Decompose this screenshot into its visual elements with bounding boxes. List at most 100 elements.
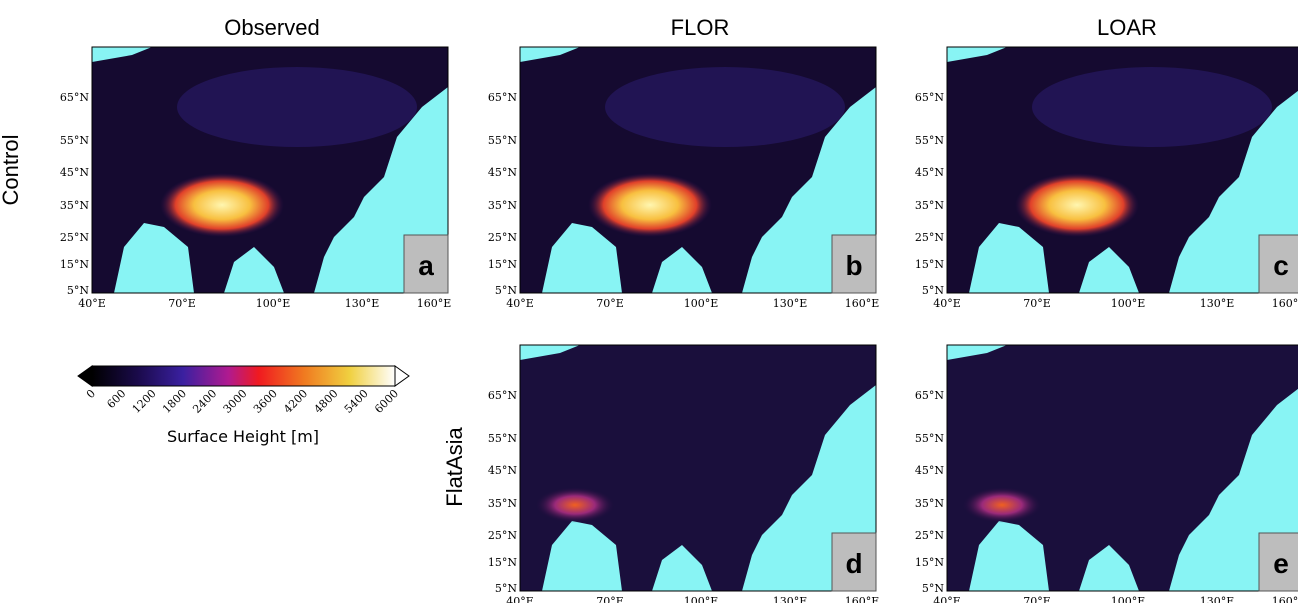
map — [520, 47, 876, 293]
label-box — [831, 234, 877, 294]
y-tick-label: 15°N — [60, 258, 89, 271]
y-tick-label: 25°N — [915, 529, 944, 542]
land — [947, 345, 1298, 591]
x-tick-label: 70°E — [1023, 595, 1051, 603]
x-tick-label: 70°E — [168, 297, 196, 310]
terrain — [962, 487, 1042, 523]
colorbar-tick-label: 1800 — [160, 387, 189, 416]
colorbar-tick-label: 0 — [84, 387, 98, 401]
x-tick-label: 40°E — [506, 595, 534, 603]
y-tick-label: 45°N — [60, 166, 89, 179]
y-tick-label: 25°N — [488, 231, 517, 244]
map — [92, 47, 448, 293]
y-tick-label: 35°N — [60, 199, 89, 212]
colorbar-tick-label: 3600 — [251, 387, 280, 416]
panel-label: e — [1273, 548, 1289, 579]
x-tick-label: 40°E — [506, 297, 534, 310]
y-tick-label: 45°N — [488, 464, 517, 477]
colorbar-tick-label: 600 — [104, 387, 128, 411]
colorbar-tick-label: 4800 — [312, 387, 341, 416]
y-tick-label: 35°N — [488, 199, 517, 212]
frame — [946, 46, 1298, 294]
terrain — [535, 487, 615, 523]
colorbar-label: Surface Height [m] — [167, 427, 319, 446]
x-tick-label: 100°E — [684, 595, 719, 603]
frame — [519, 46, 877, 294]
map-panel: b 65°N 55°N 45°N 35°N 25°N 15°N 5°N40°E 70°E 100°… — [488, 46, 880, 310]
panel-label: a — [418, 250, 434, 281]
terrain — [1032, 67, 1272, 147]
y-tick-label: 15°N — [488, 556, 517, 569]
y-tick-label: 35°N — [488, 497, 517, 510]
x-tick-label: 70°E — [1023, 297, 1051, 310]
map-panel: d 65°N 55°N 45°N 35°N 25°N 15°N 5°N40°E 70°E 100°… — [488, 344, 880, 603]
x-tick-label: 70°E — [596, 595, 624, 603]
x-tick-label: 160°E — [845, 297, 880, 310]
x-tick-label: 40°E — [933, 595, 961, 603]
x-tick-label: 70°E — [596, 297, 624, 310]
map — [947, 345, 1298, 591]
y-tick-label: 5°N — [495, 284, 517, 297]
y-tick-label: 55°N — [915, 134, 944, 147]
y-tick-label: 55°N — [488, 432, 517, 445]
label-box — [403, 234, 449, 294]
colorbar-tick-label: 5400 — [342, 387, 371, 416]
map-panel: c 65°N 55°N 45°N 35°N 25°N 15°N 5°N40°E 70°E 100°… — [915, 46, 1298, 310]
colorbar-extend — [77, 365, 93, 387]
terrain — [605, 67, 845, 147]
x-tick-label: 100°E — [684, 297, 719, 310]
y-tick-label: 35°N — [915, 199, 944, 212]
label-box — [831, 532, 877, 592]
frame — [946, 344, 1298, 592]
y-tick-label: 65°N — [915, 389, 944, 402]
panel-label: b — [845, 250, 862, 281]
y-tick-label: 45°N — [915, 166, 944, 179]
column-title: FLOR — [671, 15, 730, 40]
panel-label: d — [845, 548, 862, 579]
row-label: Control — [0, 135, 23, 206]
x-tick-label: 100°E — [256, 297, 291, 310]
x-tick-label: 160°E — [417, 297, 452, 310]
terrain — [177, 67, 417, 147]
terrain — [588, 173, 712, 237]
frame — [519, 344, 877, 592]
colorbar-tick-label: 1200 — [130, 387, 159, 416]
colorbar — [91, 365, 396, 387]
x-tick-label: 160°E — [1272, 595, 1298, 603]
y-tick-label: 25°N — [915, 231, 944, 244]
x-tick-label: 130°E — [345, 297, 380, 310]
map — [947, 47, 1298, 293]
x-tick-label: 160°E — [845, 595, 880, 603]
y-tick-label: 35°N — [915, 497, 944, 510]
y-tick-label: 55°N — [488, 134, 517, 147]
panel-label: c — [1273, 250, 1289, 281]
column-title: LOAR — [1097, 15, 1157, 40]
frame — [91, 46, 449, 294]
y-tick-label: 15°N — [488, 258, 517, 271]
y-tick-label: 45°N — [915, 464, 944, 477]
y-tick-label: 65°N — [915, 91, 944, 104]
label-box — [1258, 532, 1298, 592]
y-tick-label: 25°N — [488, 529, 517, 542]
map-panel: a 65°N 55°N 45°N 35°N 25°N 15°N 5°N40°E 70°E 100°… — [60, 46, 452, 310]
y-tick-label: 45°N — [488, 166, 517, 179]
row-label: FlatAsia — [442, 427, 467, 507]
x-tick-label: 130°E — [773, 595, 808, 603]
y-tick-label: 55°N — [915, 432, 944, 445]
y-tick-label: 15°N — [915, 258, 944, 271]
x-tick-label: 130°E — [1200, 595, 1235, 603]
colorbar-tick-label: 6000 — [372, 387, 401, 416]
x-tick-label: 130°E — [1200, 297, 1235, 310]
column-title: Observed — [224, 15, 319, 40]
label-box — [1258, 234, 1298, 294]
y-tick-label: 65°N — [488, 389, 517, 402]
x-tick-label: 40°E — [933, 297, 961, 310]
colorbar-extend — [394, 365, 410, 387]
map-panel: e 65°N 55°N 45°N 35°N 25°N 15°N 5°N40°E 70°E 100°… — [915, 344, 1298, 603]
y-tick-label: 5°N — [495, 582, 517, 595]
colorbar-tick-label: 2400 — [190, 387, 219, 416]
y-tick-label: 55°N — [60, 134, 89, 147]
y-tick-label: 5°N — [922, 582, 944, 595]
x-tick-label: 100°E — [1111, 595, 1146, 603]
